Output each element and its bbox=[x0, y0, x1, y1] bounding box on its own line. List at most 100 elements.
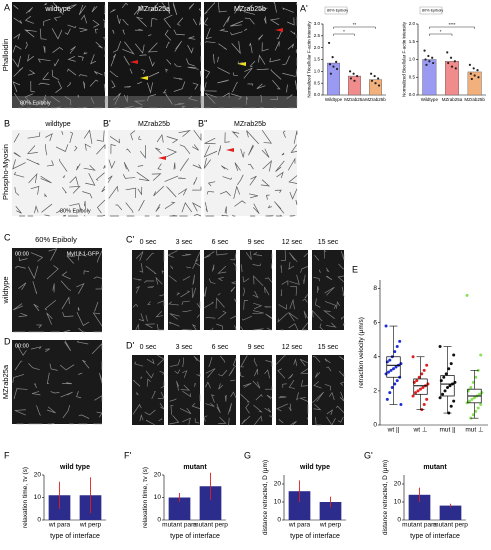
cell-borders bbox=[203, 130, 298, 217]
data-point bbox=[392, 367, 395, 371]
y-tick-label: 4 bbox=[373, 353, 377, 360]
bar bbox=[445, 61, 460, 96]
panel-letter: D' bbox=[126, 340, 134, 350]
cell-borders bbox=[204, 250, 237, 331]
marker: Myl12.1-GFP bbox=[67, 251, 100, 257]
data-point bbox=[387, 370, 391, 374]
panel-letter: B bbox=[4, 118, 10, 128]
micrograph bbox=[203, 130, 298, 217]
frame-time: 9 sec bbox=[248, 344, 265, 351]
x-tick-label: wt perp bbox=[319, 522, 342, 529]
panel-letter: F bbox=[4, 450, 10, 460]
cell-borders bbox=[312, 355, 345, 426]
data-point bbox=[419, 387, 422, 391]
bar bbox=[369, 79, 383, 96]
frame-time: 3 sec bbox=[176, 344, 193, 351]
data-point bbox=[384, 372, 388, 376]
micrograph bbox=[132, 250, 165, 331]
bar bbox=[168, 497, 191, 520]
data-point bbox=[370, 79, 374, 82]
bar bbox=[422, 59, 437, 96]
cell-borders bbox=[12, 340, 103, 425]
micrograph-bg bbox=[132, 250, 164, 330]
data-point bbox=[331, 56, 334, 59]
y-tick-label: 20 bbox=[34, 472, 42, 479]
chart-title: wild type bbox=[299, 464, 330, 471]
micrograph bbox=[311, 249, 345, 331]
data-point bbox=[446, 385, 449, 389]
y-tick-label: 0 bbox=[277, 517, 281, 524]
data-point bbox=[417, 375, 421, 379]
x-axis-label: type of interface bbox=[290, 533, 340, 540]
micrograph-bg bbox=[240, 250, 272, 330]
x-tick-label: mutant para bbox=[402, 522, 437, 529]
box bbox=[413, 378, 428, 395]
side-label: wildtype bbox=[1, 276, 10, 304]
data-point bbox=[399, 403, 403, 407]
data-point bbox=[474, 375, 478, 379]
frame-time: 12 sec bbox=[282, 344, 303, 351]
x-tick-label: MZrab25a bbox=[344, 97, 365, 102]
data-point bbox=[384, 324, 388, 328]
significance-bracket bbox=[333, 26, 376, 29]
data-point bbox=[329, 72, 332, 75]
data-point bbox=[441, 392, 445, 396]
data-point bbox=[425, 63, 428, 66]
data-point bbox=[416, 389, 420, 393]
image-title: wildtype bbox=[44, 6, 70, 13]
data-point bbox=[447, 367, 451, 371]
box bbox=[386, 356, 401, 378]
arrow bbox=[226, 148, 234, 152]
data-point bbox=[452, 399, 456, 403]
cell-borders bbox=[13, 248, 103, 333]
arrow bbox=[158, 156, 166, 160]
data-point bbox=[377, 77, 380, 80]
frame-time: 6 sec bbox=[212, 239, 229, 246]
micrograph bbox=[203, 1, 298, 109]
micrograph-bg bbox=[240, 355, 272, 425]
panel-letter: A' bbox=[300, 3, 308, 13]
x-tick-label: mutant perp bbox=[433, 522, 468, 529]
bar bbox=[348, 75, 362, 96]
data-point bbox=[328, 63, 332, 66]
x-axis-label: type of interface bbox=[410, 533, 460, 540]
data-point bbox=[373, 74, 376, 78]
bar bbox=[288, 491, 311, 520]
micrograph bbox=[204, 250, 237, 331]
x-tick-label: wt para bbox=[288, 522, 311, 529]
cell-borders bbox=[311, 249, 345, 331]
micrograph bbox=[239, 355, 273, 426]
data-point bbox=[477, 76, 480, 79]
y-tick-label: 0 bbox=[37, 517, 41, 524]
data-point bbox=[468, 399, 472, 403]
data-point bbox=[332, 65, 335, 68]
y-tick-label: 2 bbox=[373, 388, 377, 395]
timestamp: 00:00 bbox=[15, 343, 29, 349]
micrograph bbox=[312, 355, 345, 426]
data-point bbox=[421, 385, 425, 389]
data-point bbox=[474, 409, 478, 413]
bar bbox=[319, 502, 342, 520]
y-tick-label: 0.0 bbox=[409, 92, 416, 97]
chart-title: mutant bbox=[423, 464, 447, 471]
cell-borders bbox=[167, 250, 201, 331]
data-point bbox=[348, 70, 352, 73]
data-point bbox=[398, 339, 402, 343]
data-point bbox=[335, 67, 339, 71]
y-tick-label: 8 bbox=[373, 285, 377, 292]
significance: * bbox=[440, 29, 442, 34]
x-tick-label: MZrab25b bbox=[464, 97, 485, 102]
data-point bbox=[449, 362, 453, 366]
data-point bbox=[449, 404, 453, 408]
micrograph bbox=[132, 354, 165, 426]
x-tick-label: mut || bbox=[439, 427, 455, 434]
y-tick-label: 10 bbox=[34, 494, 42, 501]
data-point bbox=[422, 368, 426, 372]
data-point bbox=[470, 397, 474, 401]
data-point bbox=[477, 392, 481, 396]
micrograph bbox=[203, 355, 237, 426]
data-point bbox=[469, 385, 473, 389]
chart-title: wild type bbox=[59, 464, 90, 471]
data-point bbox=[473, 396, 476, 400]
